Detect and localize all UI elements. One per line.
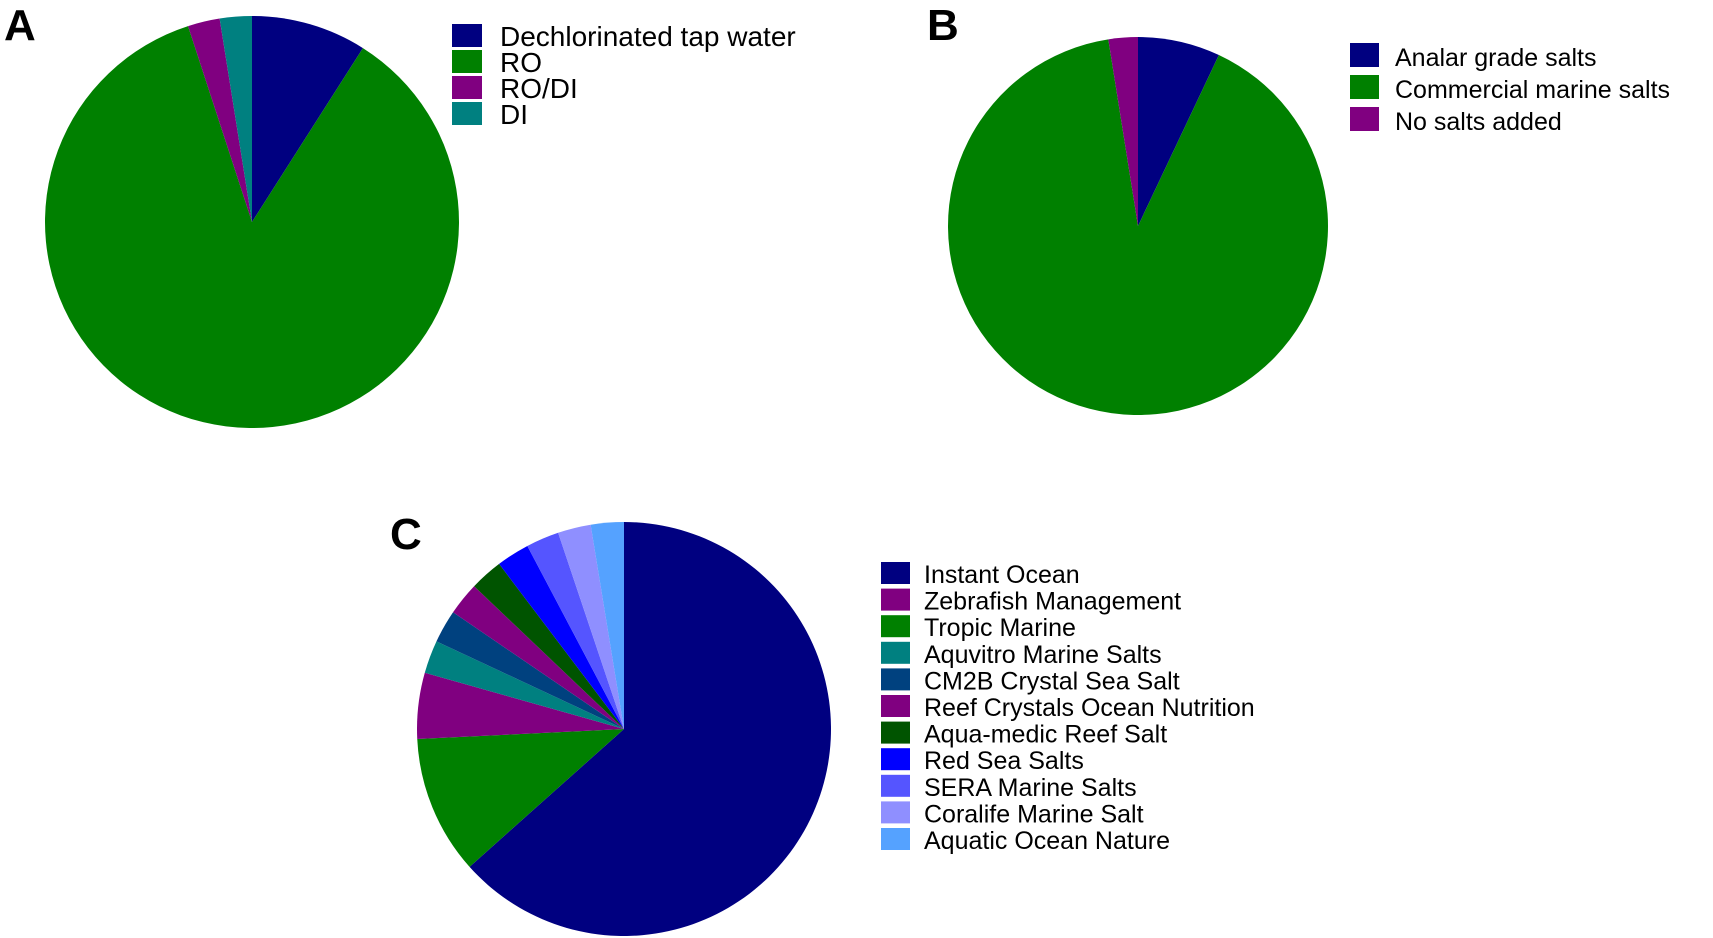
legend-a-swatch-dechlorinated-tap-water <box>452 24 482 47</box>
pie-c-slice-sera-marine-salts <box>527 532 624 729</box>
legend-c-swatch-aquvitro-marine-salts <box>881 641 910 664</box>
legend-c-label-aqua-medic-reef-salt: Aqua-medic Reef Salt <box>924 721 1167 749</box>
legend-a-label-dechlorinated-tap-water: Dechlorinated tap water <box>500 21 796 52</box>
legend-c-swatch-cm2b-crystal-sea-salt <box>881 668 910 691</box>
pie-b-slice-analar-grade-salts <box>1138 37 1219 226</box>
pie-a-slice-ro <box>44 26 459 428</box>
legend-b-swatch-no-salts-added <box>1350 107 1379 131</box>
legend-a-label-ro: RO <box>500 47 542 78</box>
pie-c-slice-instant-ocean <box>469 522 832 937</box>
pie-c-slice-aquvitro-marine-salts <box>424 641 624 729</box>
pie-c-slice-reef-crystals-ocean-nutrition <box>453 586 624 729</box>
legend-c-swatch-instant-ocean <box>881 562 910 584</box>
legend-c-swatch-sera-marine-salts <box>881 774 910 797</box>
pie-chart-a <box>44 16 459 428</box>
legend-b-swatch-commercial-marine-salts <box>1350 75 1379 99</box>
pie-chart-b <box>948 37 1329 415</box>
legend-b-label-commercial-marine-salts: Commercial marine salts <box>1395 76 1670 104</box>
legend-c-label-sera-marine-salts: SERA Marine Salts <box>924 774 1137 802</box>
pie-a-slice-di <box>219 16 252 222</box>
legend-c-label-instant-ocean: Instant Ocean <box>924 561 1080 589</box>
legend-a-swatch-ro <box>452 50 482 73</box>
legend-c-swatch-zebrafish-management <box>881 588 910 611</box>
pie-c-slice-zebrafish-management <box>417 729 624 867</box>
panel-label-c: C <box>390 510 422 559</box>
legend-b-swatch-analar-grade-salts <box>1350 43 1379 67</box>
legend-c-swatch-aqua-medic-reef-salt <box>881 721 910 744</box>
legend-c-label-red-sea-salts: Red Sea Salts <box>924 747 1084 775</box>
legend-c-label-tropic-marine: Tropic Marine <box>924 614 1076 642</box>
pie-a-slice-dechlorinated-tap-water <box>252 16 363 222</box>
legend-a-swatch-di <box>452 102 482 125</box>
legend-a-swatch-ro-di <box>452 76 482 99</box>
legend-c-swatch-tropic-marine <box>881 615 910 638</box>
legend-c-swatch-red-sea-salts <box>881 748 910 771</box>
pie-c-slice-coralife-marine-salt <box>558 524 624 729</box>
legend-c-swatch-reef-crystals-ocean-nutrition <box>881 695 910 717</box>
legend-a-label-ro-di: RO/DI <box>500 73 578 104</box>
legend-c-label-coralife-marine-salt: Coralife Marine Salt <box>924 800 1144 828</box>
legend-b-label-analar-grade-salts: Analar grade salts <box>1395 44 1597 72</box>
pie-chart-c <box>417 522 832 937</box>
legend-c-label-aquatic-ocean-nature: Aquatic Ocean Nature <box>924 827 1170 855</box>
legend-c-swatch-coralife-marine-salt <box>881 801 910 824</box>
panel-label-a: A <box>4 1 36 50</box>
legend-c-label-zebrafish-management: Zebrafish Management <box>924 588 1181 616</box>
pie-c-slice-aquatic-ocean-nature <box>590 522 624 729</box>
pie-b-slice-no-salts-added <box>1108 37 1138 226</box>
legend-a-label-di: DI <box>500 99 528 130</box>
pie-c-slice-tropic-marine <box>417 672 624 740</box>
legend-b: Analar grade salts Commercial marine salt… <box>1350 43 1670 136</box>
pie-c-slice-red-sea-salts <box>499 545 624 729</box>
legend-c-label-reef-crystals-ocean-nutrition: Reef Crystals Ocean Nutrition <box>924 694 1255 722</box>
legend-c-label-aquvitro-marine-salts: Aquvitro Marine Salts <box>924 641 1162 669</box>
pie-a-slice-ro-di <box>188 18 252 223</box>
legend-c-swatch-aquatic-ocean-nature <box>881 828 910 850</box>
pie-c-slice-cm2b-crystal-sea-salt <box>436 612 624 729</box>
panel-label-b: B <box>927 1 959 50</box>
pie-c-slice-aqua-medic-reef-salt <box>474 563 624 729</box>
pie-b-slice-commercial-marine-salts <box>948 39 1329 415</box>
legend-c-label-cm2b-crystal-sea-salt: CM2B Crystal Sea Salt <box>924 667 1180 695</box>
legend-b-label-no-salts-added: No salts added <box>1395 108 1562 136</box>
